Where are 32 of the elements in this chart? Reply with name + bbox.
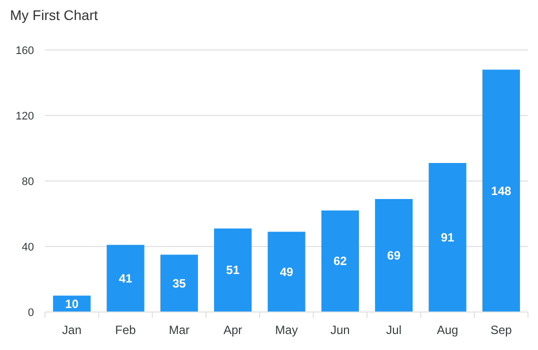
bar [428, 162, 466, 312]
y-tick-label: 120 [16, 110, 34, 122]
x-tick-label: Jan [62, 323, 82, 337]
x-tick-label: Jun [330, 323, 350, 337]
x-tick-label: Aug [436, 323, 458, 337]
data-label: 10 [65, 296, 79, 311]
bar [160, 254, 198, 312]
data-label: 91 [440, 230, 454, 244]
bar [214, 228, 252, 312]
x-tick-label: May [275, 323, 298, 337]
data-label: 148 [491, 184, 512, 198]
data-label: 62 [333, 254, 348, 268]
data-label: 49 [280, 264, 294, 279]
data-label: 69 [387, 248, 401, 263]
y-tick-label: 80 [22, 176, 34, 188]
y-tick-label: 160 [16, 45, 34, 57]
bar [268, 232, 306, 312]
chart-title: My First Chart [10, 7, 98, 23]
x-tick-label: Sep [490, 323, 512, 337]
y-tick-label: 40 [22, 242, 34, 254]
x-tick-label: Apr [223, 323, 242, 337]
bar [106, 244, 144, 312]
bar [482, 70, 520, 312]
x-tick-label: Jul [386, 323, 402, 337]
x-tick-label: Feb [115, 323, 136, 337]
data-label: 41 [118, 271, 132, 286]
y-tick-label: 0 [28, 307, 34, 319]
x-tick-label: Mar [168, 323, 190, 337]
data-label: 35 [172, 276, 186, 290]
bar [375, 199, 413, 312]
bar [321, 210, 359, 312]
data-label: 51 [226, 263, 240, 278]
